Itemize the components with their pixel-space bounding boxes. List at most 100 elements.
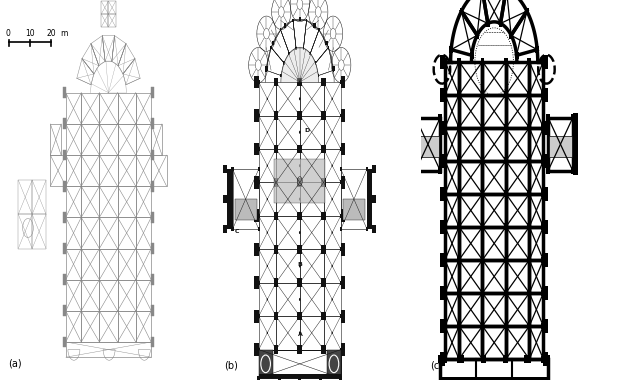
Bar: [254, 76, 259, 89]
Bar: [258, 167, 260, 171]
Bar: [66, 249, 81, 280]
Bar: [504, 157, 508, 164]
Bar: [66, 280, 81, 311]
Bar: [528, 290, 531, 296]
Bar: [340, 214, 342, 218]
Bar: [544, 88, 548, 101]
Bar: [480, 256, 484, 263]
Bar: [275, 147, 277, 151]
Bar: [322, 345, 326, 354]
Bar: [275, 247, 277, 251]
Bar: [457, 157, 461, 164]
Bar: [323, 214, 325, 218]
Bar: [480, 157, 484, 164]
Bar: [443, 256, 447, 263]
Bar: [299, 147, 301, 151]
Bar: [81, 186, 100, 217]
Bar: [542, 323, 545, 329]
Bar: [323, 314, 325, 318]
Circle shape: [332, 265, 333, 267]
Bar: [297, 312, 302, 320]
Bar: [276, 182, 300, 216]
Bar: [571, 167, 575, 174]
Bar: [459, 95, 482, 128]
Bar: [372, 165, 376, 173]
Bar: [443, 290, 447, 296]
Bar: [340, 314, 342, 318]
Bar: [528, 256, 531, 263]
Bar: [528, 323, 531, 329]
Circle shape: [267, 332, 268, 334]
Bar: [275, 180, 277, 184]
Bar: [524, 355, 529, 363]
Bar: [323, 180, 325, 184]
Bar: [367, 169, 372, 229]
Text: 10: 10: [25, 29, 34, 38]
Bar: [299, 180, 301, 184]
Bar: [299, 314, 301, 318]
Bar: [306, 19, 308, 22]
Bar: [275, 147, 277, 151]
Bar: [300, 182, 323, 216]
Bar: [32, 214, 46, 249]
Bar: [486, 20, 490, 27]
Bar: [275, 314, 277, 318]
Bar: [482, 326, 506, 359]
Bar: [457, 124, 461, 131]
Bar: [542, 223, 545, 230]
Bar: [66, 311, 81, 342]
Bar: [323, 216, 341, 249]
Bar: [151, 124, 162, 155]
Bar: [438, 167, 442, 174]
Bar: [258, 348, 260, 352]
Bar: [528, 323, 531, 329]
Bar: [530, 326, 544, 359]
Bar: [480, 290, 484, 296]
Bar: [413, 114, 417, 121]
Bar: [258, 147, 260, 151]
Bar: [480, 323, 484, 329]
Bar: [275, 214, 277, 218]
Bar: [322, 245, 326, 253]
Text: C: C: [235, 228, 239, 234]
Circle shape: [332, 332, 333, 334]
Bar: [117, 93, 136, 124]
Bar: [297, 212, 302, 220]
Bar: [323, 348, 325, 352]
Bar: [323, 247, 325, 251]
Bar: [275, 80, 277, 84]
Bar: [275, 281, 277, 285]
Bar: [276, 216, 300, 249]
Text: (c): (c): [430, 361, 443, 370]
Bar: [457, 91, 461, 98]
Bar: [275, 348, 277, 352]
Bar: [327, 46, 329, 49]
Bar: [288, 52, 290, 55]
Bar: [504, 290, 508, 296]
Bar: [443, 190, 447, 197]
Bar: [259, 216, 276, 249]
Bar: [254, 343, 259, 356]
Bar: [480, 256, 484, 263]
Bar: [323, 283, 341, 316]
Bar: [258, 281, 260, 285]
Bar: [63, 212, 66, 223]
Bar: [232, 227, 234, 231]
Bar: [415, 118, 440, 171]
Bar: [50, 124, 61, 155]
Bar: [443, 356, 447, 363]
Bar: [457, 356, 461, 363]
Bar: [259, 182, 276, 216]
Bar: [504, 256, 508, 263]
Bar: [438, 114, 442, 121]
Bar: [480, 58, 484, 65]
Bar: [151, 243, 154, 254]
Bar: [411, 113, 415, 175]
Bar: [482, 293, 506, 326]
Circle shape: [332, 98, 333, 100]
Bar: [480, 190, 484, 197]
Bar: [299, 214, 301, 218]
Bar: [254, 310, 259, 323]
Bar: [506, 62, 530, 95]
Bar: [542, 290, 545, 296]
